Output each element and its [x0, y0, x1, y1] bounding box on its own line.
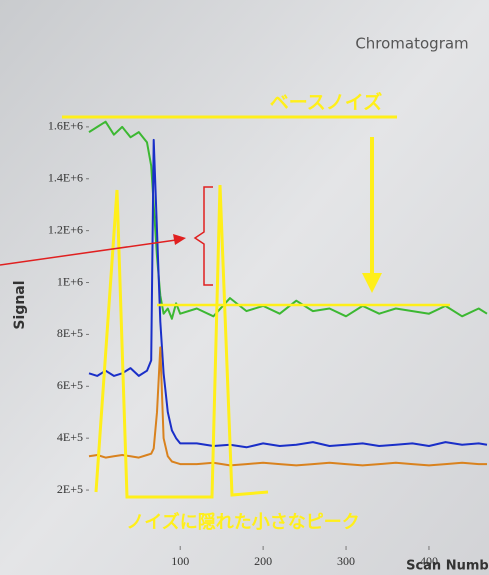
y-tick-label: 1.2E+6 [48, 222, 83, 236]
x-axis-label: Scan Number [406, 559, 489, 574]
chart: Chromatogram Signal Scan Number 2E+5 4E+5… [0, 0, 489, 575]
x-tick-label: 200 [254, 554, 272, 568]
x-tick-label: 300 [337, 554, 355, 568]
y-axis-label: Signal [12, 280, 28, 329]
y-tick-label: 2E+5 [57, 482, 83, 496]
y-tick-label: 1.4E+6 [48, 171, 83, 185]
chart-title: Chromatogram [355, 35, 468, 53]
x-tick-label: 400 [420, 554, 438, 568]
annotation-text: ノイズに隠れた小さなピーク [126, 511, 359, 533]
x-tick-label: 100 [171, 554, 189, 568]
y-tick-label: 1E+6 [57, 274, 83, 288]
y-tick-label: 8E+5 [57, 326, 83, 340]
y-tick-label: 4E+5 [57, 430, 83, 444]
y-tick-label: 6E+5 [57, 378, 83, 392]
annotation-text: ベースノイズ [270, 91, 382, 114]
y-tick-label: 1.6E+6 [48, 119, 83, 133]
